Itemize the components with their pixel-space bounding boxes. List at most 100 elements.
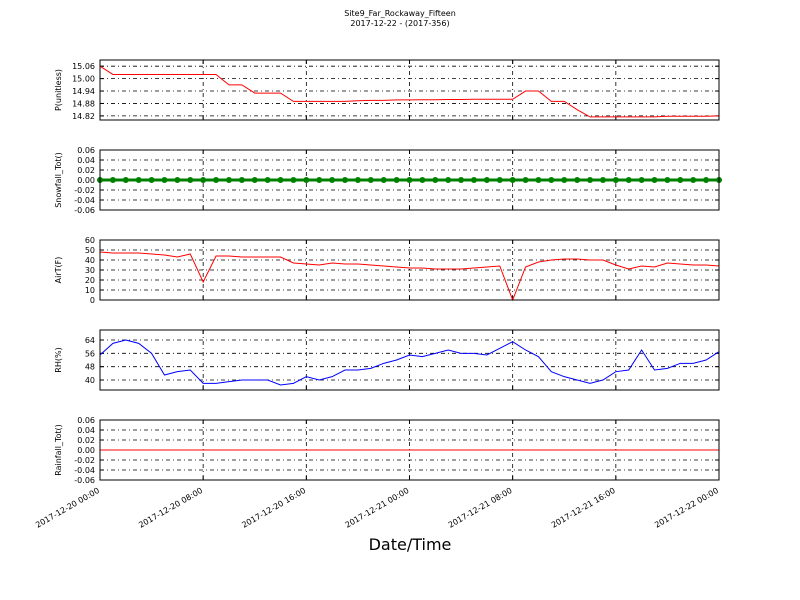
data-point	[303, 177, 310, 183]
data-point	[277, 177, 284, 183]
y-axis-label: Snowfall_Tot()	[54, 152, 63, 208]
data-point	[380, 177, 387, 183]
y-tick-label: 0.00	[77, 446, 95, 455]
data-point	[509, 177, 516, 183]
data-point	[522, 177, 529, 183]
y-tick-label: 0.06	[77, 146, 95, 155]
y-tick-label: 30	[85, 266, 95, 275]
data-point	[109, 177, 116, 183]
y-tick-label: -0.02	[74, 186, 95, 195]
x-tick-label: 2017-12-21 00:00	[344, 486, 411, 530]
data-point	[174, 177, 181, 183]
y-tick-label: 50	[85, 246, 95, 255]
y-tick-label: 10	[85, 286, 95, 295]
data-line	[99, 65, 720, 118]
data-point	[264, 177, 271, 183]
data-point	[122, 177, 129, 183]
plot-frame	[99, 59, 720, 121]
y-tick-label: 20	[85, 276, 95, 285]
y-tick-label: 60	[85, 236, 95, 245]
y-tick-label: 0	[90, 296, 95, 305]
y-tick-label: 15.00	[72, 75, 95, 84]
y-tick-label: 48	[85, 363, 95, 372]
plot-frame	[99, 149, 720, 211]
plot-frame	[99, 329, 720, 391]
data-point	[316, 177, 323, 183]
data-point	[561, 177, 568, 183]
data-point	[496, 177, 503, 183]
y-tick-label: 56	[85, 349, 95, 358]
y-tick-label: 40	[85, 256, 95, 265]
data-point	[651, 177, 658, 183]
y-tick-label: 0.04	[77, 426, 95, 435]
y-axis-label: Rainfall_Tot()	[54, 424, 63, 476]
data-point	[200, 177, 207, 183]
data-point	[406, 177, 413, 183]
data-line	[99, 339, 720, 386]
x-tick-label: 2017-12-22 00:00	[653, 486, 720, 530]
x-tick-label: 2017-12-21 08:00	[447, 486, 514, 530]
data-point	[432, 177, 439, 183]
y-tick-label: 64	[85, 336, 95, 345]
y-tick-label: 0.02	[77, 436, 95, 445]
x-axis-label: Date/Time	[369, 535, 452, 554]
y-tick-label: 14.88	[72, 99, 95, 108]
plot-frame	[99, 419, 720, 481]
data-point	[393, 177, 400, 183]
data-line	[99, 251, 720, 302]
data-point	[599, 177, 606, 183]
data-point	[354, 177, 361, 183]
data-point	[367, 177, 374, 183]
y-tick-label: 14.94	[72, 87, 95, 96]
data-point	[342, 177, 349, 183]
y-tick-label: -0.06	[74, 206, 95, 215]
y-tick-label: 15.06	[72, 62, 95, 71]
data-point	[290, 177, 297, 183]
data-point	[187, 177, 194, 183]
y-tick-label: -0.04	[74, 466, 95, 475]
data-point	[148, 177, 155, 183]
data-point	[677, 177, 684, 183]
data-point	[483, 177, 490, 183]
y-tick-label: 0.06	[77, 416, 95, 425]
y-axis-label: AirT(F)	[54, 257, 63, 284]
data-point	[587, 177, 594, 183]
data-point	[213, 177, 220, 183]
y-tick-label: -0.06	[74, 476, 95, 485]
data-point	[135, 177, 142, 183]
y-tick-label: -0.02	[74, 456, 95, 465]
plot-frame	[99, 239, 720, 301]
y-tick-label: 0.02	[77, 166, 95, 175]
x-tick-label: 2017-12-21 16:00	[550, 486, 617, 530]
data-point	[251, 177, 258, 183]
data-point	[625, 177, 632, 183]
data-point	[690, 177, 697, 183]
data-point	[445, 177, 452, 183]
data-point	[419, 177, 426, 183]
data-point	[329, 177, 336, 183]
data-point	[664, 177, 671, 183]
y-tick-label: 40	[85, 376, 95, 385]
data-point	[161, 177, 168, 183]
data-point	[638, 177, 645, 183]
data-point	[238, 177, 245, 183]
x-tick-label: 2017-12-20 00:00	[34, 486, 101, 530]
x-tick-label: 2017-12-20 16:00	[240, 486, 307, 530]
y-tick-label: 0.00	[77, 176, 95, 185]
x-tick-label: 2017-12-20 08:00	[137, 486, 204, 530]
data-point	[574, 177, 581, 183]
y-tick-label: -0.04	[74, 196, 95, 205]
data-point	[458, 177, 465, 183]
y-axis-label: RH(%)	[54, 347, 63, 372]
data-point	[548, 177, 555, 183]
figure-subtitle: 2017-12-22 - (2017-356)	[350, 19, 449, 28]
data-point	[225, 177, 232, 183]
y-tick-label: 14.82	[72, 112, 95, 121]
figure-title: Site9_Far_Rockaway_Fifteen	[344, 9, 456, 18]
data-point	[703, 177, 710, 183]
data-point	[535, 177, 542, 183]
y-tick-label: 0.04	[77, 156, 95, 165]
data-point	[470, 177, 477, 183]
y-axis-label: P(unitless)	[54, 69, 63, 111]
